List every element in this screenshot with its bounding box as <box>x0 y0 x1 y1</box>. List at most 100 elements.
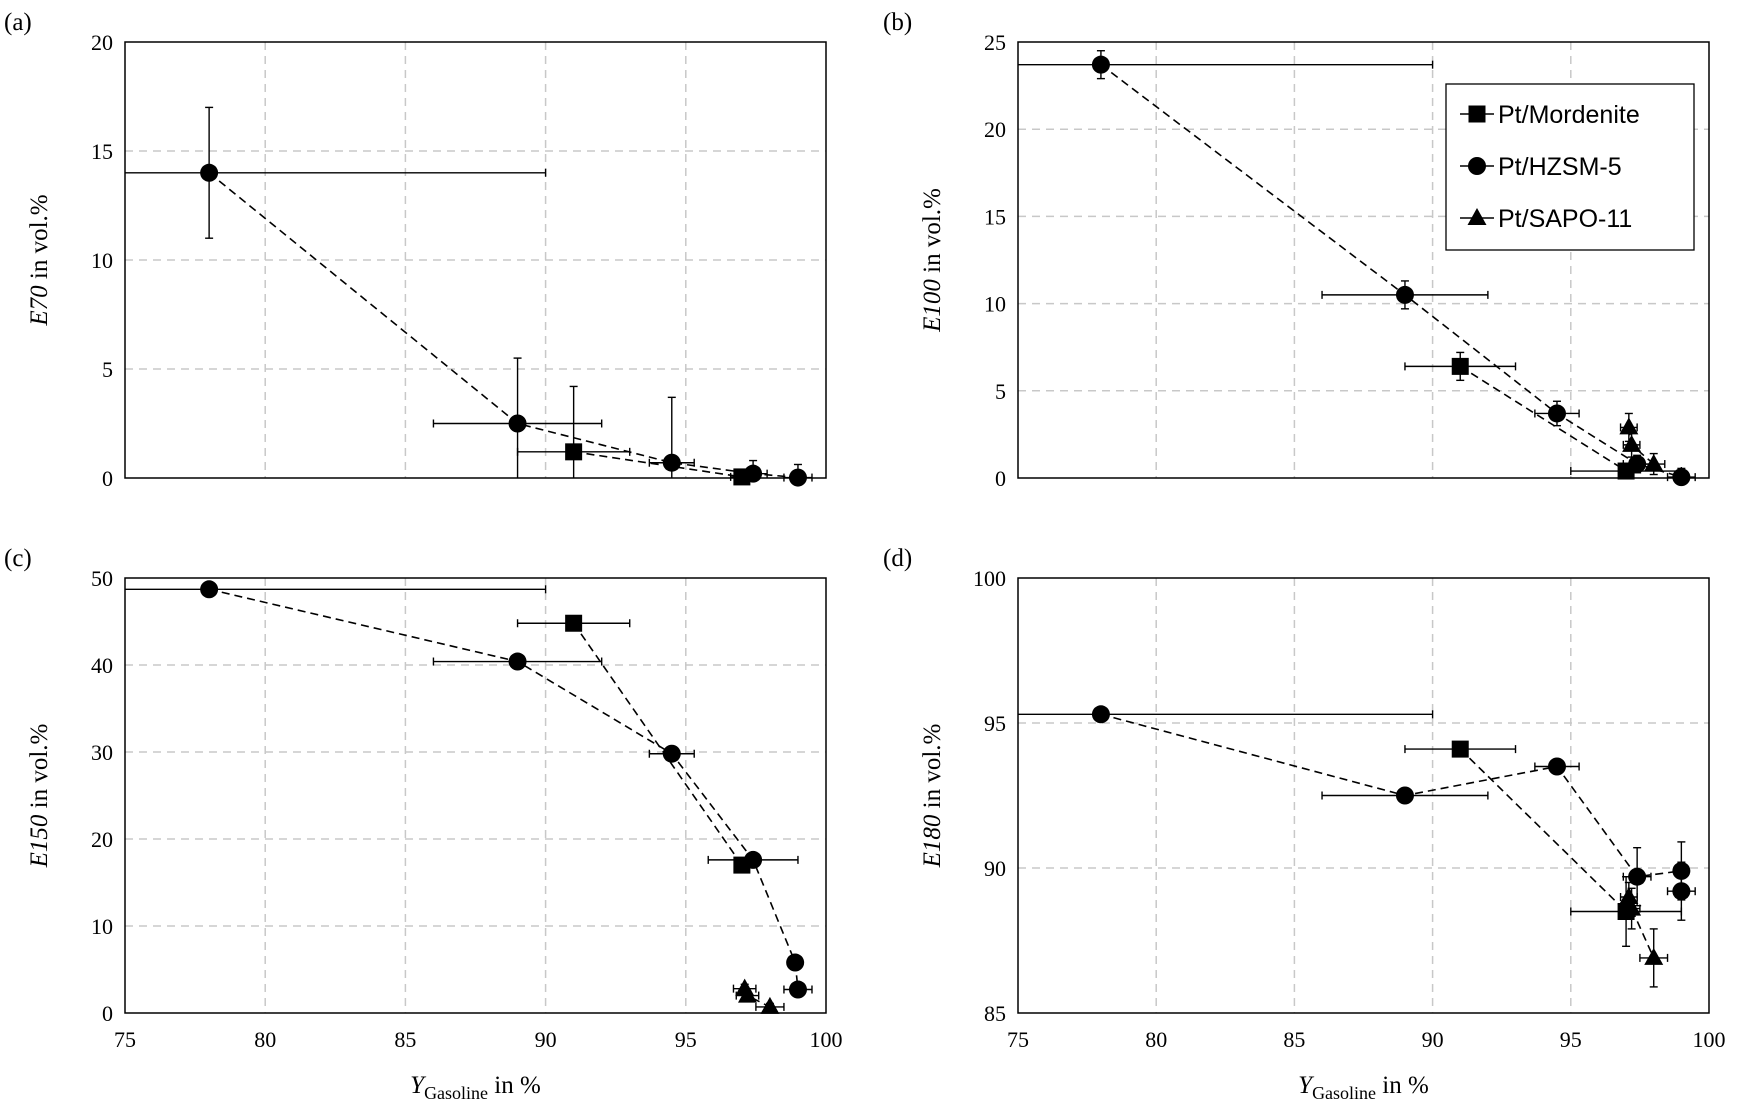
panel-label: (b) <box>883 9 912 36</box>
data-point <box>1628 867 1647 886</box>
data-point <box>200 163 219 182</box>
panel-a: 0 5 10 15 20 E70 in vol.% (a) <box>4 9 827 491</box>
data-point <box>1622 434 1642 452</box>
data-point <box>760 996 780 1014</box>
series-pt-hzsm-5 <box>125 106 813 487</box>
y-axis-label: E100 in vol.% <box>919 188 946 333</box>
panel-c: 0 10 20 30 40 50 75 80 85 90 95 100 YGasoline in % E1… <box>4 545 843 1103</box>
y-tick-label: 90 <box>984 856 1006 881</box>
x-axis-label: YGasoline in % <box>1298 1072 1429 1103</box>
data-point <box>786 953 805 972</box>
x-tick-label: 95 <box>675 1027 697 1052</box>
y-tick-label: 20 <box>984 117 1006 142</box>
x-tick-label: 90 <box>535 1027 557 1052</box>
x-tick-label: 100 <box>1693 1027 1726 1052</box>
y-tick-label: 5 <box>102 357 113 382</box>
y-tick-label: 15 <box>91 139 113 164</box>
panel-label: (c) <box>4 545 32 572</box>
y-tick-label: 20 <box>91 30 113 55</box>
data-point <box>662 744 681 763</box>
legend-label: Pt/Mordenite <box>1498 101 1640 129</box>
series-pt-sapo-11 <box>732 978 785 1014</box>
data-point <box>1672 468 1691 487</box>
legend-label: Pt/HZSM-5 <box>1498 153 1622 181</box>
data-point <box>1619 417 1639 435</box>
data-point <box>200 580 219 599</box>
data-point <box>1619 887 1639 904</box>
panel-label: (d) <box>883 545 912 572</box>
x-tick-label: 75 <box>114 1027 136 1052</box>
panel-d: 85 90 95 100 75 80 85 90 95 100 YGasoline in % E180… <box>883 545 1726 1103</box>
series-line <box>572 622 743 866</box>
data-point <box>1091 55 1110 74</box>
y-tick-label: 50 <box>91 566 113 591</box>
y-tick-label: 0 <box>102 1001 113 1026</box>
series-pt-hzsm-5 <box>1018 50 1696 487</box>
legend-marker <box>1467 208 1487 225</box>
series-line <box>208 588 799 990</box>
y-axis-label: E180 in vol.% <box>919 724 946 869</box>
plot-frame <box>1017 577 1710 1014</box>
y-axis-label: E150 in vol.% <box>26 724 53 869</box>
y-tick-label: 15 <box>984 204 1006 229</box>
data-point <box>788 468 807 487</box>
y-tick-label: 10 <box>984 292 1006 317</box>
data-point <box>1644 947 1664 965</box>
y-axis-label: E70 in vol.% <box>26 194 53 326</box>
series-pt-hzsm-5 <box>1018 705 1696 921</box>
x-tick-label: 85 <box>394 1027 416 1052</box>
data-point <box>565 443 583 461</box>
data-point <box>1622 898 1642 916</box>
legend-marker <box>1468 157 1486 175</box>
data-point <box>508 652 527 671</box>
data-point <box>1395 786 1414 805</box>
panel-label: (a) <box>4 9 32 36</box>
data-point <box>1451 357 1469 375</box>
x-axis-label: YGasoline in % <box>410 1072 541 1103</box>
plot-frame <box>124 577 827 1014</box>
data-point <box>565 614 583 632</box>
x-tick-label: 100 <box>810 1027 843 1052</box>
series-pt-sapo-11 <box>1619 881 1669 988</box>
y-tick-label: 85 <box>984 1001 1006 1026</box>
legend-marker <box>1468 105 1486 123</box>
x-tick-label: 90 <box>1422 1027 1444 1052</box>
data-point <box>1547 404 1566 423</box>
y-tick-label: 0 <box>995 466 1006 491</box>
data-point <box>744 850 763 869</box>
data-point <box>1644 454 1664 472</box>
data-point <box>737 985 757 1003</box>
x-tick-label: 95 <box>1560 1027 1582 1052</box>
series-pt-mordenite <box>516 614 751 874</box>
data-point <box>1091 705 1110 724</box>
series-line <box>1100 713 1683 892</box>
plot-frame <box>1017 41 1710 479</box>
data-point <box>1395 285 1414 304</box>
data-point <box>1628 455 1647 474</box>
series-pt-sapo-11 <box>1619 412 1666 476</box>
data-point <box>1547 757 1566 776</box>
data-point <box>744 464 763 483</box>
series-pt-mordenite <box>516 385 754 486</box>
series-line <box>208 172 799 479</box>
y-tick-label: 100 <box>973 566 1006 591</box>
y-tick-label: 5 <box>995 379 1006 404</box>
data-point <box>662 453 681 472</box>
legend-box <box>1445 83 1695 251</box>
plot-frame <box>124 41 827 479</box>
y-tick-label: 10 <box>91 248 113 273</box>
data-point <box>508 414 527 433</box>
data-point <box>1451 740 1469 758</box>
x-tick-label: 80 <box>254 1027 276 1052</box>
legend-label: Pt/SAPO-11 <box>1498 205 1632 233</box>
y-tick-label: 40 <box>91 653 113 678</box>
x-tick-label: 85 <box>1283 1027 1305 1052</box>
legend: Pt/Mordenite Pt/HZSM-5 Pt/SAPO-11 <box>1445 83 1695 251</box>
y-tick-label: 0 <box>102 466 113 491</box>
data-point <box>788 980 807 999</box>
y-tick-label: 20 <box>91 827 113 852</box>
x-tick-label: 80 <box>1145 1027 1167 1052</box>
y-tick-label: 25 <box>984 30 1006 55</box>
